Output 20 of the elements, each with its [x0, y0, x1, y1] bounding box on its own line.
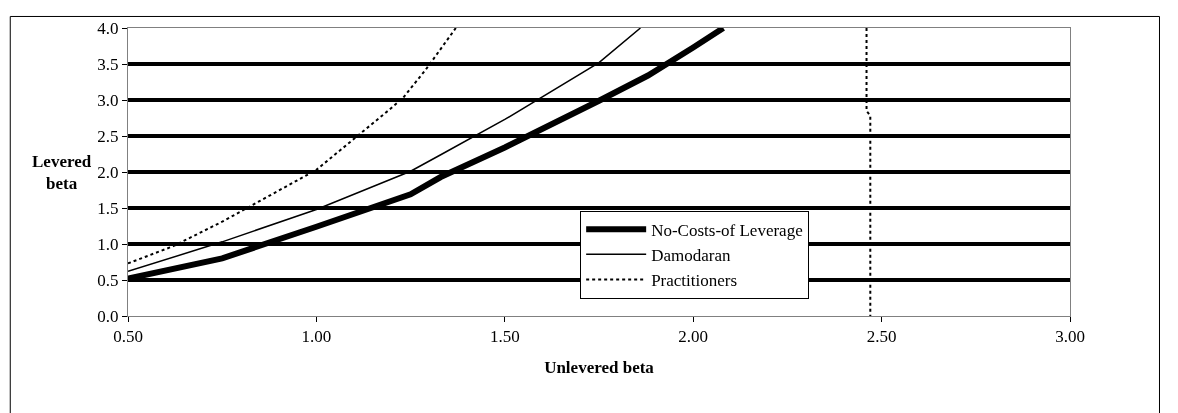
- y-tick-label: 3.5: [97, 54, 119, 74]
- legend-label: No-Costs-of Leverage: [651, 220, 803, 240]
- y-tick-label: 1.0: [97, 234, 119, 254]
- x-tick-label: 1.50: [489, 327, 520, 347]
- y-tick-label: 0.0: [97, 306, 119, 326]
- x-axis-title: Unlevered beta: [544, 357, 655, 377]
- y-tick-label: 4.0: [97, 18, 119, 38]
- legend-label: Practitioners: [651, 271, 738, 291]
- y-tick-label: 1.5: [97, 198, 119, 218]
- x-tick-label: 0.50: [113, 327, 143, 347]
- y-tick-label: 3.0: [97, 90, 119, 110]
- x-tick-label: 2.00: [678, 327, 709, 347]
- legend-label: Damodaran: [651, 246, 731, 265]
- x-tick-label: 2.50: [866, 327, 897, 347]
- x-tick-label: 1.00: [301, 327, 332, 347]
- y-tick-label: 2.0: [97, 162, 119, 182]
- y-axis-title: Levered beta: [32, 152, 92, 194]
- x-tick-label: 3.00: [1055, 327, 1085, 347]
- y-tick-label: 2.5: [97, 126, 119, 146]
- y-tick-label: 0.5: [97, 270, 119, 290]
